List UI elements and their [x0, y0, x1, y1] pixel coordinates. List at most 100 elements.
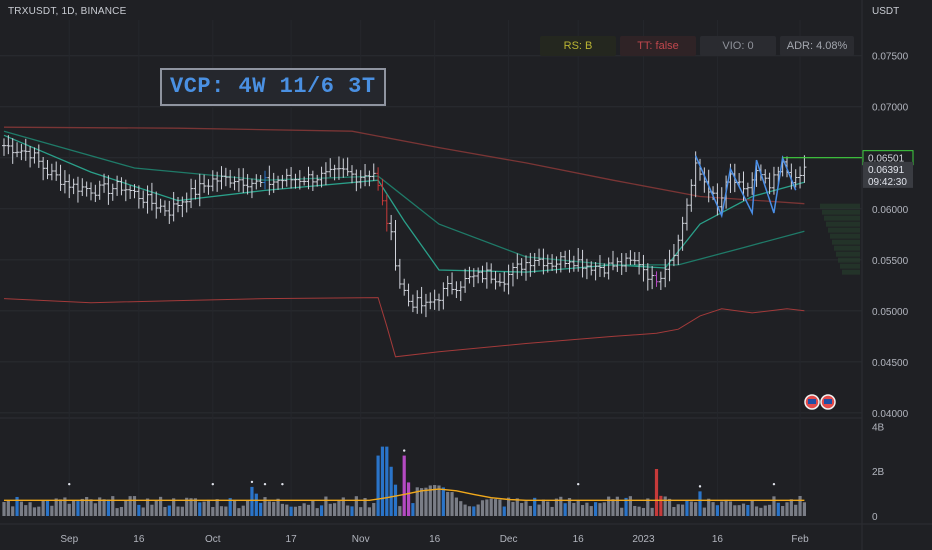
volume-bar: [781, 505, 785, 516]
time-tick-label: Feb: [791, 534, 809, 545]
volume-bar: [202, 501, 206, 516]
volume-bar: [98, 497, 102, 516]
moving-average-ma_short: [3, 134, 805, 273]
volume-bar: [524, 501, 528, 516]
volume-bar: [232, 499, 237, 516]
volume-bar: [507, 497, 511, 516]
volume-bar: [272, 501, 276, 516]
volume-marker-dot: [698, 485, 702, 488]
volume-bar: [28, 502, 32, 516]
volume-tick-label: 2B: [872, 467, 885, 478]
volume-bar: [511, 501, 515, 516]
volume-bar: [802, 502, 806, 516]
volume-bar: [250, 486, 254, 516]
volume-bar: [768, 504, 772, 516]
event-flag-stripe: [824, 399, 832, 404]
volume-bar: [715, 505, 719, 516]
volume-bar: [515, 498, 519, 516]
volume-bar: [198, 502, 202, 516]
volume-bar: [259, 502, 263, 516]
volume-bar: [89, 499, 93, 516]
volume-bar: [211, 506, 215, 516]
volume-bar: [724, 499, 728, 516]
volume-bar: [37, 506, 41, 516]
volume-bar: [628, 496, 632, 516]
volume-bar: [750, 500, 754, 516]
price-tick-label: 0.05500: [872, 256, 909, 267]
volume-bar: [559, 496, 563, 516]
countdown-label: 09:42:30: [868, 177, 907, 188]
volume-bar: [333, 503, 337, 516]
volume-bar: [372, 503, 376, 516]
volume-bar: [167, 505, 171, 516]
volume-bar: [80, 498, 84, 516]
volume-bar: [58, 499, 63, 516]
volume-bar: [93, 503, 97, 516]
volume-bar: [254, 493, 258, 516]
volume-bar: [267, 501, 271, 516]
volume-bar: [763, 505, 767, 516]
volume-bar: [776, 502, 780, 516]
volume-bar: [433, 485, 437, 516]
volume-bar: [707, 498, 711, 516]
volume-bar: [141, 507, 145, 516]
volume-profile-bar: [834, 245, 860, 251]
time-tick-label: 2023: [632, 534, 655, 545]
volume-bar: [241, 505, 245, 516]
volume-bar: [594, 502, 598, 516]
volume-bar: [580, 505, 585, 516]
moving-average-ma_long: [3, 126, 805, 205]
volume-bar: [672, 506, 676, 516]
volume-bar: [789, 499, 793, 516]
volume-bar: [19, 501, 23, 516]
volume-bar: [798, 495, 802, 516]
volume-bar: [676, 504, 680, 516]
volume-bar: [154, 499, 158, 516]
volume-marker-dot: [772, 482, 776, 486]
volume-profile-bar: [830, 233, 860, 239]
volume-bar: [306, 504, 311, 516]
volume-bar: [398, 506, 402, 516]
volume-bar: [359, 507, 363, 516]
volume-bar: [533, 497, 537, 516]
volume-marker-dot: [211, 482, 214, 486]
volume-series: [2, 446, 806, 516]
time-tick-label: 16: [429, 534, 441, 545]
volume-bar: [646, 498, 650, 516]
volume-bar: [450, 492, 454, 516]
volume-bar: [150, 504, 154, 516]
pivot-price-label: 0.06501: [868, 154, 905, 165]
volume-average-line: [4, 488, 805, 501]
volume-bar: [328, 503, 332, 516]
volume-bar: [472, 506, 476, 516]
volume-profile-bar: [828, 227, 860, 233]
time-tick-label: 16: [133, 534, 145, 545]
volume-bar: [689, 501, 693, 516]
volume-bar: [111, 496, 115, 516]
volume-bar: [446, 492, 450, 516]
volume-bar: [124, 500, 128, 516]
volume-bar: [685, 500, 689, 516]
volume-bar: [563, 503, 567, 516]
volume-bar: [550, 506, 554, 516]
volume-bar: [263, 497, 267, 516]
volume-bar: [11, 506, 15, 516]
volume-bar: [467, 506, 472, 516]
volume-bar: [602, 502, 606, 516]
volume-bar: [302, 503, 306, 516]
volume-marker-dot: [68, 482, 71, 486]
volume-bar: [119, 506, 124, 516]
price-tick-label: 0.05000: [872, 307, 909, 318]
volume-bar: [785, 502, 789, 516]
volume-bar: [681, 504, 685, 516]
volume-bar: [246, 500, 250, 516]
ohlc-series: [2, 135, 807, 318]
volume-bar: [711, 502, 715, 516]
volume-bar: [541, 499, 545, 516]
volume-bar: [180, 506, 184, 516]
event-flag-stripe: [808, 399, 816, 404]
volume-bar: [702, 507, 706, 516]
volume-bar: [720, 501, 724, 516]
price-tick-label: 0.07500: [872, 52, 909, 63]
